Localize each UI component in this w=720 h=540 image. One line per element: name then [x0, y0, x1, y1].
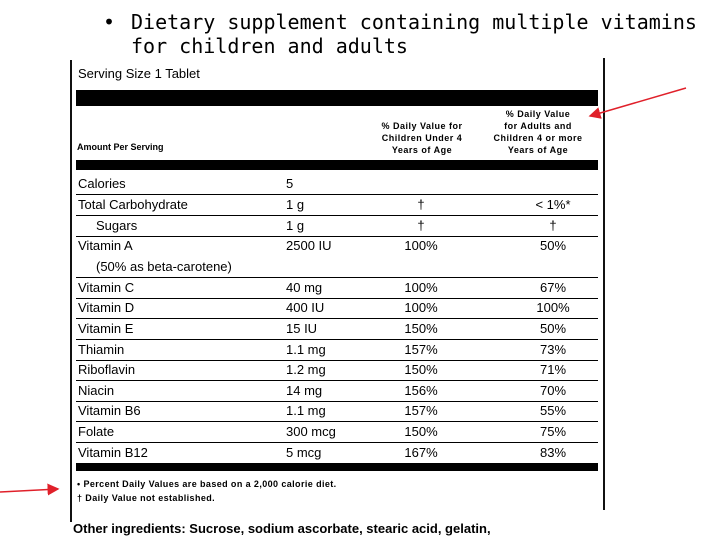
adults-header-line-4: Years of Age	[507, 145, 569, 155]
adults-daily-value: †	[549, 218, 557, 233]
bullet-symbol: •	[103, 10, 116, 34]
adults-daily-value: < 1%*	[535, 197, 571, 212]
children-daily-value: 150%	[404, 424, 438, 439]
children-daily-value: 100%	[404, 300, 438, 315]
footnote-not-established: † Daily Value not established.	[77, 493, 216, 503]
nutrient-row: Thiamin 1.1 mg 157% 73%	[76, 340, 598, 361]
nutrient-amount: 5 mcg	[286, 445, 322, 460]
children-daily-value: 157%	[404, 403, 438, 418]
children-daily-value: †	[417, 197, 425, 212]
children-daily-value: 150%	[404, 362, 438, 377]
nutrient-row: Niacin 14 mg 156% 70%	[76, 381, 598, 402]
adults-daily-value: 83%	[539, 445, 567, 460]
bullet-line-1: Dietary supplement containing multiple v…	[131, 10, 697, 34]
serving-size: Serving Size 1 Tablet	[78, 66, 200, 81]
supplement-facts-label	[70, 60, 608, 520]
nutrient-name: Folate	[78, 424, 115, 439]
children-dv-header: % Daily Value for Children Under 4 Years…	[372, 120, 472, 156]
other-ingredients: Other ingredients: Sucrose, sodium ascor…	[73, 521, 491, 536]
nutrient-row: Calories 5	[76, 174, 598, 195]
arrow-to-adults-column	[588, 87, 687, 119]
nutrient-amount: 15 IU	[286, 321, 318, 336]
nutrient-name: Vitamin E	[78, 321, 134, 336]
children-header-line-2: Children Under 4	[381, 133, 463, 143]
bullet-line-2: for children and adults	[131, 34, 408, 58]
header-divider	[76, 160, 598, 170]
nutrient-name: Niacin	[78, 383, 115, 398]
nutrient-name: Riboflavin	[78, 362, 136, 377]
adults-daily-value: 70%	[539, 383, 567, 398]
nutrient-row: Sugars 1 g † †	[76, 216, 598, 237]
children-daily-value: 167%	[404, 445, 438, 460]
adults-dv-header: % Daily Value for Adults and Children 4 …	[480, 108, 596, 156]
children-daily-value: 157%	[404, 342, 438, 357]
nutrient-name: Vitamin D	[78, 300, 135, 315]
nutrient-name: Vitamin B12	[78, 445, 148, 460]
adults-daily-value: 50%	[539, 321, 567, 336]
nutrient-amount: 1.2 mg	[286, 362, 326, 377]
children-daily-value: †	[417, 218, 425, 233]
nutrient-name: Sugars	[96, 218, 138, 233]
adults-daily-value: 73%	[539, 342, 567, 357]
nutrient-row: (50% as beta-carotene)	[76, 257, 598, 278]
nutrient-amount: 1.1 mg	[286, 342, 326, 357]
label-left-edge	[70, 60, 72, 522]
nutrient-name: Vitamin C	[78, 280, 135, 295]
nutrient-row: Riboflavin 1.2 mg 150% 71%	[76, 360, 598, 381]
nutrient-amount: 40 mg	[286, 280, 323, 295]
nutrient-name: Vitamin A	[78, 238, 133, 253]
adults-header-line-3: Children 4 or more	[493, 133, 583, 143]
children-header-line-1: % Daily Value for	[381, 121, 463, 131]
nutrient-row: Vitamin D 400 IU 100% 100%	[76, 298, 598, 319]
nutrient-row: Vitamin A 2500 IU 100% 50%	[76, 236, 598, 256]
label-right-edge	[603, 58, 605, 510]
nutrient-row: Folate 300 mcg 150% 75%	[76, 422, 598, 443]
nutrient-name: Vitamin B6	[78, 403, 141, 418]
nutrient-amount: 5	[286, 176, 294, 191]
nutrient-amount: 400 IU	[286, 300, 325, 315]
thick-divider	[76, 90, 598, 106]
children-daily-value: 150%	[404, 321, 438, 336]
nutrient-name: (50% as beta-carotene)	[96, 259, 232, 274]
adults-daily-value: 100%	[536, 300, 570, 315]
nutrient-row: Vitamin C 40 mg 100% 67%	[76, 278, 598, 299]
adults-header-line-2: for Adults and	[504, 121, 572, 131]
children-daily-value: 100%	[404, 238, 438, 253]
nutrient-amount: 2500 IU	[286, 238, 332, 253]
children-daily-value: 156%	[404, 383, 438, 398]
nutrient-amount: 1 g	[286, 197, 305, 212]
adults-daily-value: 50%	[539, 238, 567, 253]
nutrient-amount: 14 mg	[286, 383, 323, 398]
nutrient-name: Thiamin	[78, 342, 125, 357]
nutrient-name: Calories	[78, 176, 126, 191]
adults-daily-value: 55%	[539, 403, 567, 418]
footnote-daily-values: • Percent Daily Values are based on a 2,…	[77, 479, 337, 489]
adults-daily-value: 71%	[539, 362, 567, 377]
adults-daily-value: 67%	[539, 280, 567, 295]
amount-per-serving: Amount Per Serving	[77, 142, 164, 152]
nutrient-amount: 300 mcg	[286, 424, 336, 439]
children-daily-value: 100%	[404, 280, 438, 295]
arrow-to-footnotes	[0, 483, 60, 496]
nutrient-amount: 1 g	[286, 218, 305, 233]
nutrient-row: Vitamin B12 5 mcg 167% 83%	[76, 443, 598, 463]
bottom-divider	[76, 463, 598, 471]
adults-daily-value: 75%	[539, 424, 567, 439]
nutrient-name: Total Carbohydrate	[78, 197, 188, 212]
adults-header-line-1: % Daily Value	[505, 109, 571, 119]
nutrient-row: Vitamin B6 1.1 mg 157% 55%	[76, 401, 598, 422]
nutrient-row: Vitamin E 15 IU 150% 50%	[76, 319, 598, 340]
children-header-line-3: Years of Age	[391, 145, 453, 155]
nutrient-row: Total Carbohydrate 1 g † < 1%*	[76, 195, 598, 216]
nutrient-amount: 1.1 mg	[286, 403, 326, 418]
